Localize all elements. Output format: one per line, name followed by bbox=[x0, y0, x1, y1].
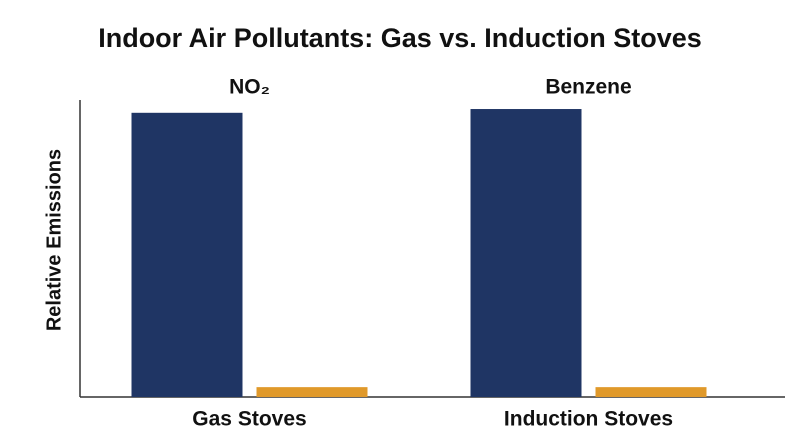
bar bbox=[470, 109, 582, 397]
chart-title: Indoor Air Pollutants: Gas vs. Induction… bbox=[98, 23, 702, 53]
bar bbox=[131, 112, 243, 398]
group-title: NO₂ bbox=[229, 76, 270, 99]
bar bbox=[595, 387, 707, 397]
y-axis-label: Relative Emissions bbox=[43, 149, 65, 331]
bar bbox=[256, 387, 368, 397]
group-title: Benzene bbox=[545, 76, 631, 99]
x-tick-label: Induction Stoves bbox=[504, 408, 673, 431]
x-tick-label: Gas Stoves bbox=[192, 408, 306, 431]
